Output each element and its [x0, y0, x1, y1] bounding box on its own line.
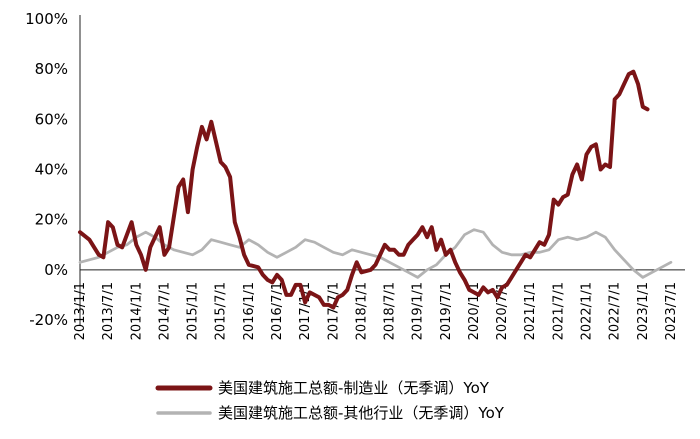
x-tick-label: 2023/1/1	[636, 282, 651, 340]
x-tick-label: 2019/7/1	[439, 282, 454, 340]
x-tick-label: 2021/1/1	[523, 282, 538, 340]
x-tick-label: 2016/1/1	[242, 282, 257, 340]
y-tick-label: -20%	[29, 311, 68, 329]
y-tick-label: 100%	[25, 10, 68, 28]
x-tick-label: 2019/1/1	[411, 282, 426, 340]
x-tick-label: 2018/7/1	[383, 282, 398, 340]
x-tick-label: 2013/7/1	[101, 282, 116, 340]
legend: 美国建筑施工总额-制造业（无季调）YoY 美国建筑施工总额-其他行业（无季调）Yo…	[155, 379, 505, 422]
x-tick-label: 2014/1/1	[129, 282, 144, 340]
plot-area: 100%80%60%40%20%0%-20% 2013/1/1 2013/7/1 2…	[25, 10, 685, 340]
x-tick-label: 2021/7/1	[551, 282, 566, 340]
y-tick-label: 40%	[35, 161, 68, 179]
y-tick-label: 20%	[35, 211, 68, 229]
series-line-manufacturing	[78, 69, 650, 310]
x-tick-label: 2016/7/1	[270, 282, 285, 340]
x-axis-ticks: 2013/1/1 2013/7/1 2014/1/1 2014/7/1 2015/1/1…	[73, 282, 679, 340]
x-tick-label: 2014/7/1	[157, 282, 172, 340]
x-tick-label: 2018/1/1	[354, 282, 369, 340]
x-tick-label: 2015/1/1	[186, 282, 201, 340]
x-tick-label: 2022/7/1	[608, 282, 623, 340]
x-tick-label: 2017/7/1	[326, 282, 341, 340]
legend-label: 美国建筑施工总额-制造业（无季调）YoY	[218, 379, 490, 397]
x-tick-label: 2023/7/1	[664, 282, 679, 340]
y-axis-ticks: 100% 80% 60% 40% 20% 0% -20%	[25, 10, 68, 329]
y-tick-label: 80%	[35, 60, 68, 78]
x-tick-label: 2013/1/1	[73, 282, 88, 340]
y-tick-label: 60%	[35, 110, 68, 128]
series-line-other	[78, 228, 673, 279]
series-lines	[78, 69, 673, 310]
y-tick-label: 0%	[44, 261, 68, 279]
x-tick-label: 2015/7/1	[214, 282, 229, 340]
legend-label: 美国建筑施工总额-其他行业（无季调）YoY	[218, 404, 505, 422]
x-tick-label: 2022/1/1	[580, 282, 595, 340]
